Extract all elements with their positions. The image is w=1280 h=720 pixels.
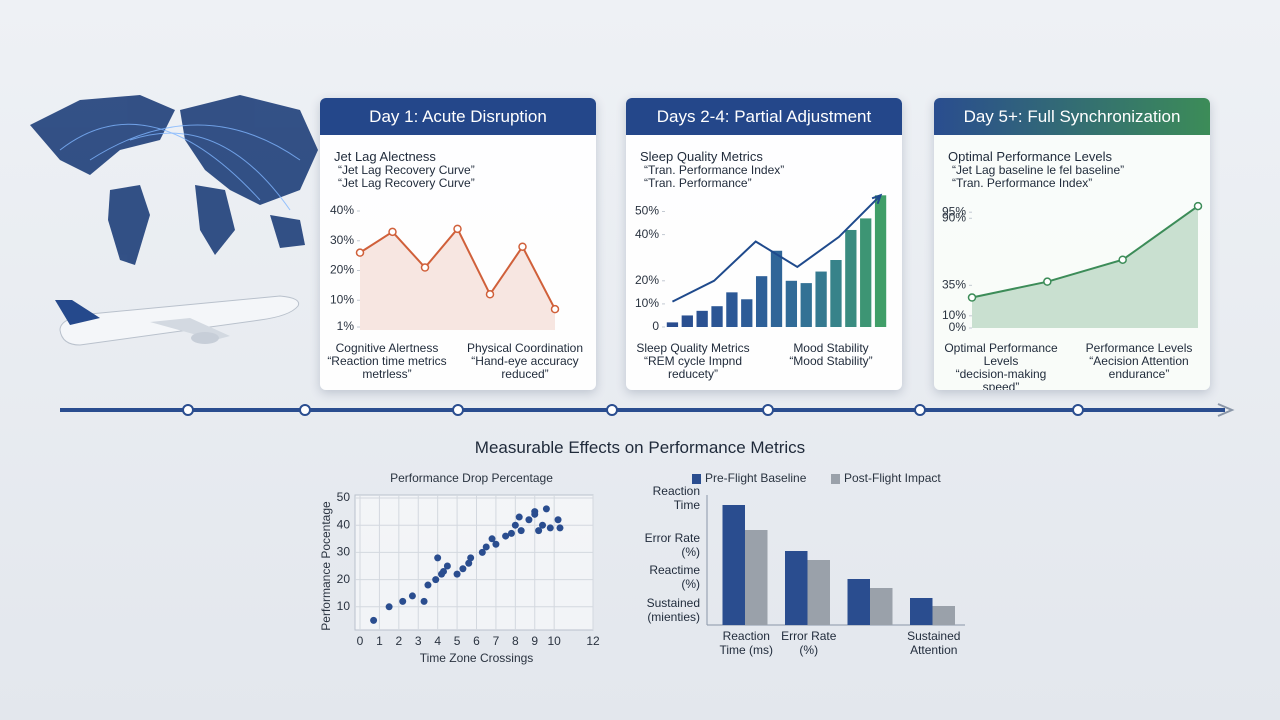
card-title: Day 5+: Full Synchronization: [934, 98, 1210, 135]
footer: Performance Levels “Aecision Attention e…: [1074, 342, 1204, 381]
card: Day 1: Acute Disruption Jet Lag Alectnes…: [320, 98, 596, 390]
footer-title: Physical Coordination: [466, 341, 584, 355]
footer: Cognitive Alertness “Reaction time metri…: [322, 342, 452, 381]
y-label: Reaction Time: [652, 484, 700, 512]
card-heading: Jet Lag Alectness: [334, 149, 436, 164]
footer-title: Performance Levels: [1085, 341, 1193, 355]
footer: Sleep Quality Metrics “REM cycle Impnd r…: [628, 342, 758, 381]
card-heading: Sleep Quality Metrics: [640, 149, 763, 164]
y-label: Reactime (%): [649, 563, 700, 591]
x-tick-label: Error Rate (%): [781, 629, 837, 657]
footer-title: Cognitive Alertness: [335, 341, 439, 355]
timeline-dots: [182, 404, 1084, 416]
card-note: “Tran. Performance”: [644, 176, 752, 190]
footer-title: Optimal Performance Levels: [944, 341, 1058, 368]
section-heading: Measurable Effects on Performance Metric…: [474, 438, 806, 457]
footer-text: “decision-making speed” and endurance”: [955, 367, 1047, 391]
card-note: “Tran. Performance Index”: [952, 176, 1093, 190]
card-note: “Jet Lag Recovery Curve”: [338, 163, 475, 177]
x-tick-label: Sustained Attention: [907, 629, 961, 657]
card-note: “Jet Lag Recovery Curve”: [338, 176, 475, 190]
flight-arcs: [59, 123, 301, 211]
footer-text: “Mood Stability”: [789, 354, 873, 368]
timeline-arrow: [1217, 403, 1235, 417]
x-tick-label: Reaction Time (ms): [719, 629, 774, 657]
card-heading: Optimal Performance Levels: [948, 149, 1113, 164]
footer: Optimal Performance Levels “decision-mak…: [936, 341, 1066, 391]
card-note: “Tran. Performance Index”: [644, 163, 785, 177]
footer: Physical Coordination “Hand-eye accuracy…: [460, 342, 590, 381]
card-title: Day 1: Acute Disruption: [320, 98, 596, 135]
footer-text: “Hand-eye accuracy reduced”: [471, 354, 579, 381]
footer-text: “Aecision Attention endurance”: [1089, 354, 1189, 381]
y-label: Error Rate (%): [644, 531, 700, 559]
world-map: [30, 95, 318, 265]
airplane: [55, 295, 300, 346]
card-title: Days 2-4: Partial Adjustment: [626, 98, 902, 135]
card: Day 5+: Full Synchronization Optimal Per…: [934, 98, 1210, 390]
card-note: “Jet Lag baseline le fel baseline”: [952, 163, 1125, 177]
footer: Mood Stability “Mood Stability”: [766, 342, 896, 368]
footer-text: “Reaction time metrics metrless”: [327, 354, 447, 381]
footer-text: “REM cycle Impnd reducety”: [643, 354, 743, 381]
footer-title: Sleep Quality Metrics: [636, 341, 750, 355]
y-label: Sustained (mienties): [646, 596, 700, 624]
footer-title: Mood Stability: [793, 341, 869, 355]
card: Days 2-4: Partial Adjustment Sleep Quali…: [626, 98, 902, 390]
